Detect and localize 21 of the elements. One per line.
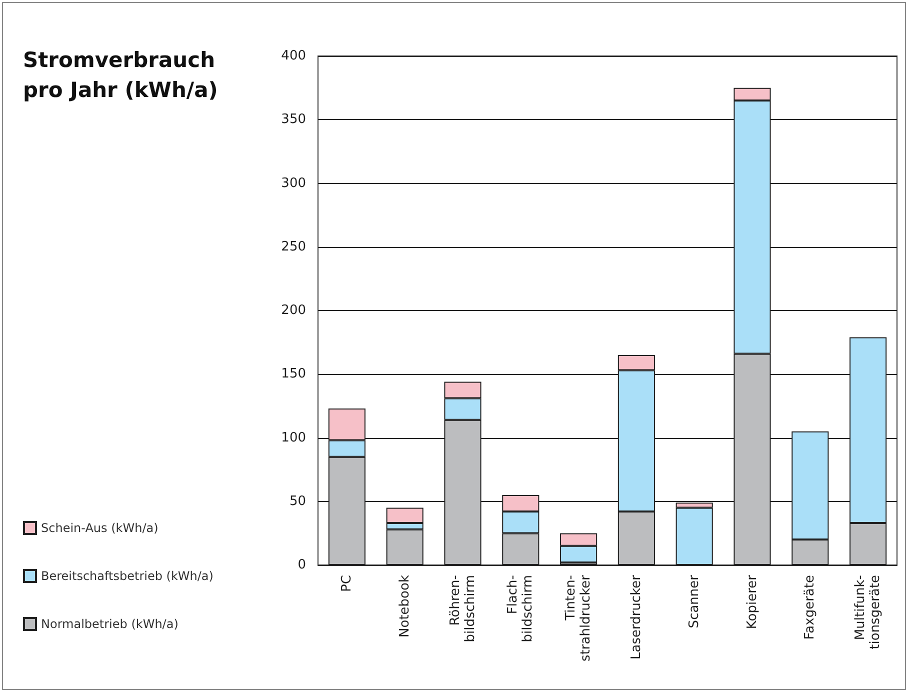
x-tick-label: Laserdrucker [628, 574, 644, 660]
y-tick-label: 300 [281, 176, 306, 191]
x-tick-label: Scanner [686, 574, 702, 628]
legend-label: Bereitschaftsbetrieb (kWh/a) [41, 569, 214, 583]
y-tick-label: 350 [281, 112, 306, 128]
x-tick-label: Multifunk- tionsgeräte [853, 574, 884, 650]
y-tick-label: 50 [289, 494, 306, 509]
y-tick-label: 200 [281, 303, 306, 318]
y-tick-label: 150 [281, 366, 306, 382]
x-tick-label: Faxgeräte [802, 575, 818, 640]
x-tick-label: Notebook [397, 574, 412, 638]
y-tick-label: 0 [298, 558, 306, 572]
x-tick-label: Röhren- bildschirm [448, 574, 478, 642]
x-tick-label: PC [339, 575, 354, 592]
y-tick-label: 100 [281, 430, 306, 446]
legend-label: Schein-Aus (kWh/a) [41, 521, 158, 535]
y-tick-label: 400 [281, 48, 306, 64]
y-tick-label: 250 [281, 239, 306, 254]
text: Stromverbrauch pro Jahr (kWh/a) [23, 48, 218, 102]
legend-label: Normalbetrieb (kWh/a) [41, 617, 178, 631]
x-tick-label: Kopierer [744, 574, 760, 630]
